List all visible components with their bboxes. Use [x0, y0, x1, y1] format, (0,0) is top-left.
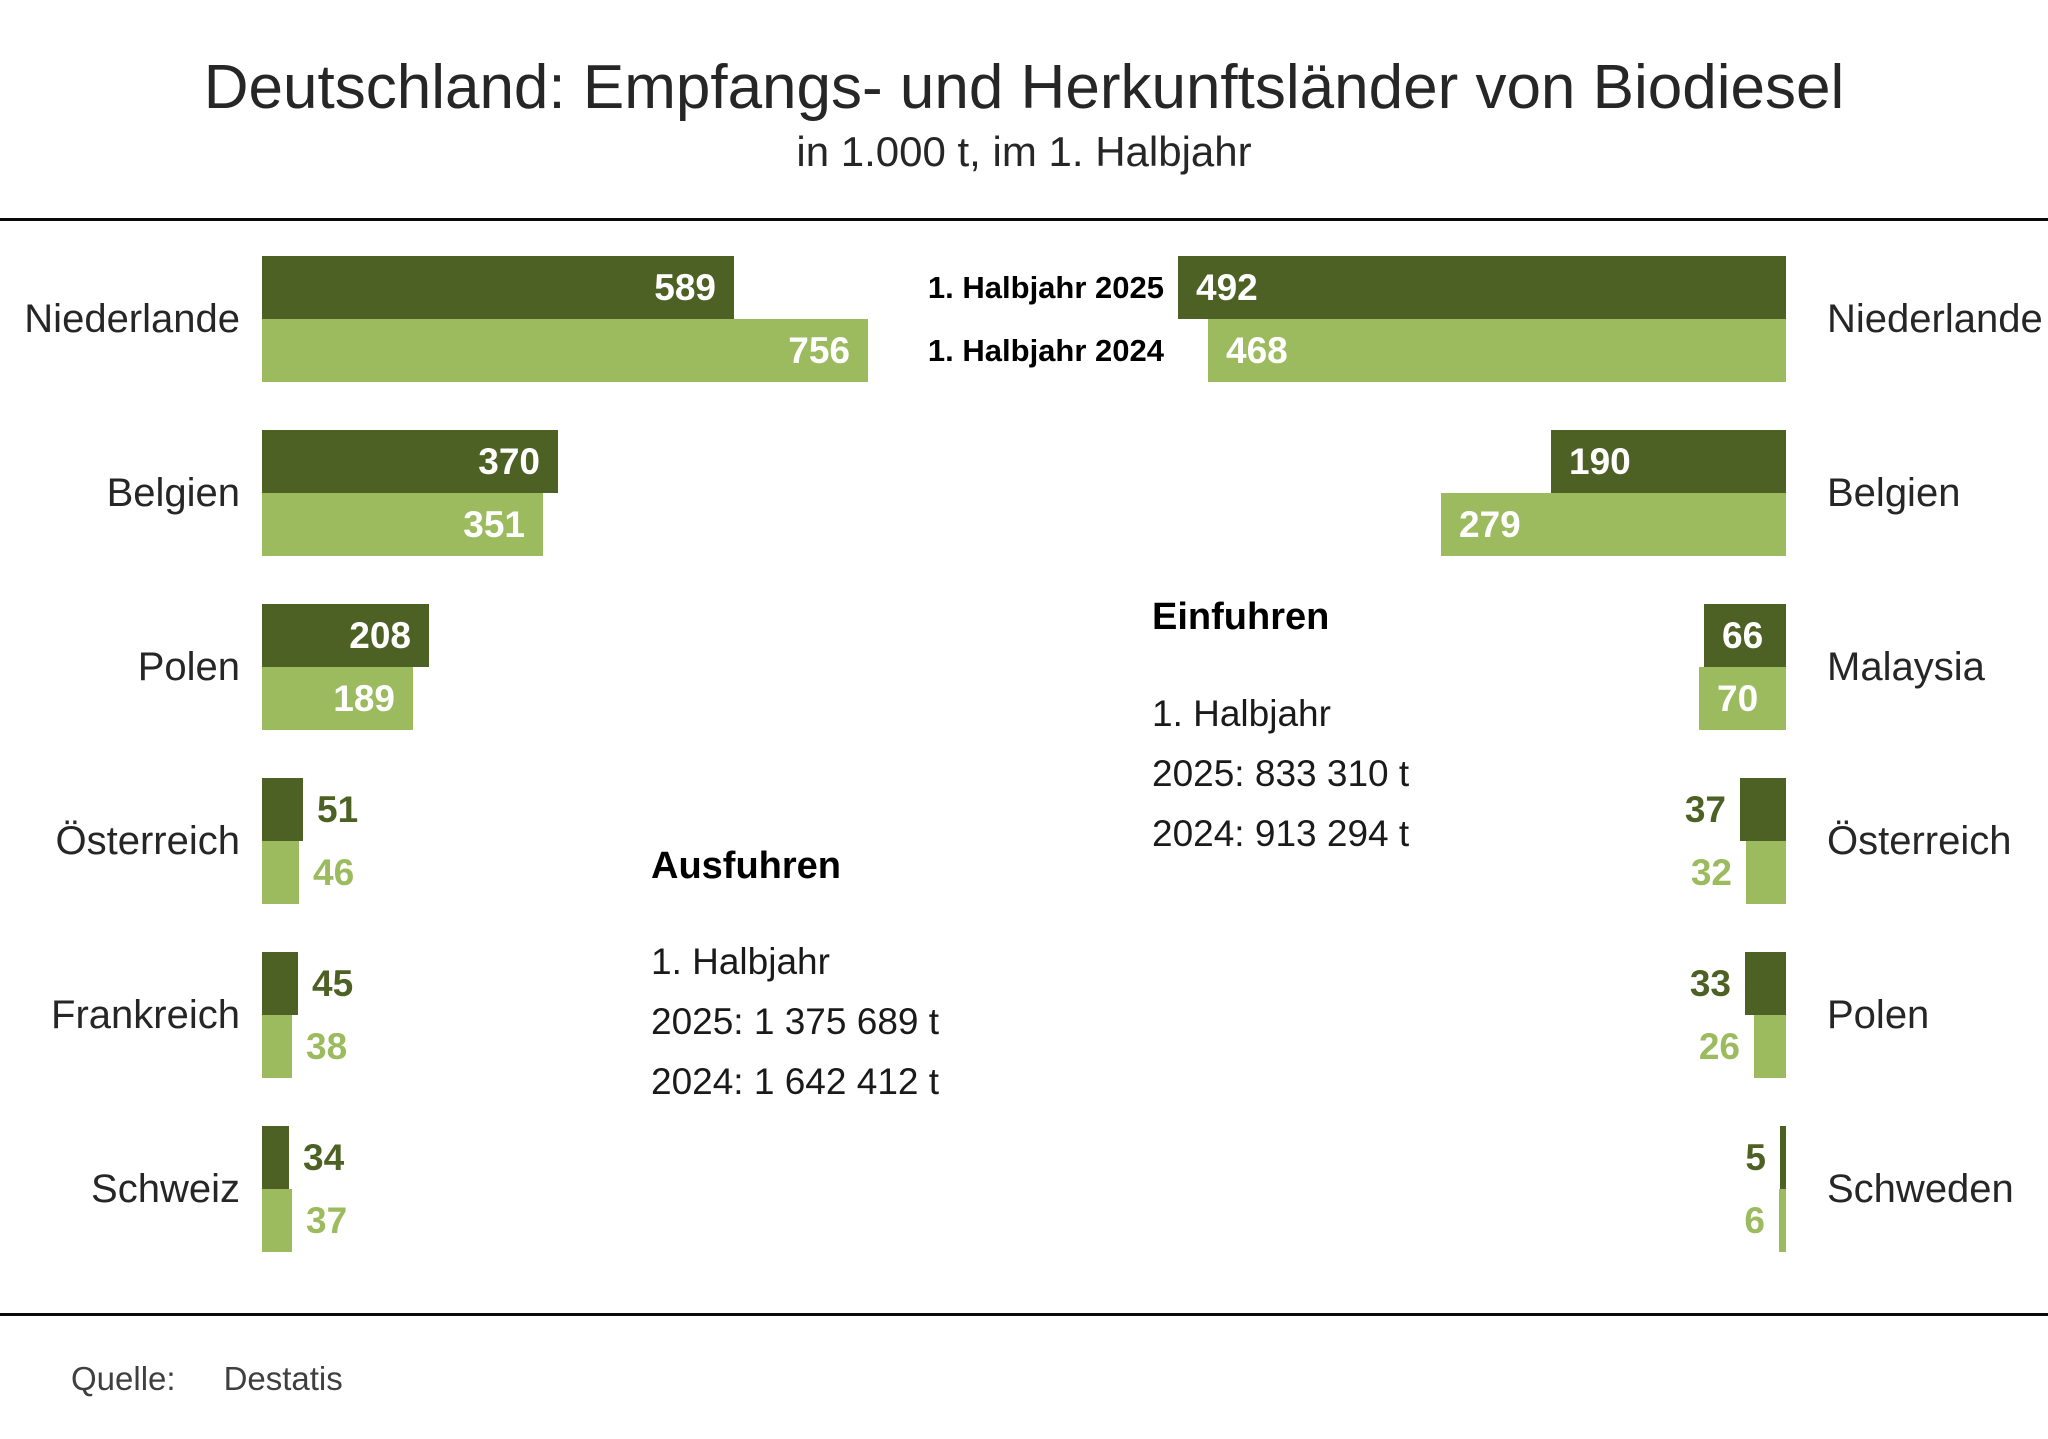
- bar-2025-malaysia: [1704, 604, 1786, 667]
- source-label: Quelle:: [71, 1360, 176, 1397]
- einfuhren-totals: 1. Halbjahr 2025: 833 310 t 2024: 913 29…: [1152, 684, 1409, 864]
- country-label-österreich: Österreich: [1827, 819, 2012, 863]
- einfuhren-note-line: 1. Halbjahr: [1152, 693, 1331, 734]
- value-label: 6: [1744, 1200, 1765, 1241]
- legend-halbjahr-2025: 1. Halbjahr 2025: [927, 270, 1164, 305]
- country-label-belgien: Belgien: [1827, 471, 1961, 515]
- value-label: 38: [306, 1026, 348, 1067]
- ausfuhren-totals: 1. Halbjahr 2025: 1 375 689 t 2024: 1 64…: [651, 932, 939, 1112]
- einfuhren-heading: Einfuhren: [1152, 596, 1330, 638]
- bar-2024-niederlande: [262, 319, 868, 382]
- bar-2024-polen: [1754, 1015, 1786, 1078]
- country-label-niederlande: Niederlande: [24, 297, 240, 341]
- value-label: 33: [1689, 963, 1731, 1004]
- bar-2025-schweiz: [262, 1126, 289, 1189]
- value-label: 468: [1226, 330, 1288, 371]
- source-note: Quelle: Destatis: [71, 1360, 343, 1398]
- value-label: 26: [1698, 1026, 1740, 1067]
- bar-2025-niederlande: [262, 256, 734, 319]
- value-label: 37: [1684, 789, 1726, 830]
- bar-2024-belgien: [262, 493, 543, 556]
- value-label: 51: [317, 789, 359, 830]
- bar-2024-belgien: [1441, 493, 1786, 556]
- ausfuhren-note-line: 2025: 1 375 689 t: [651, 1001, 940, 1042]
- bar-2024-schweiz: [262, 1189, 292, 1252]
- value-label: 756: [788, 330, 850, 371]
- bar-2024-malaysia: [1699, 667, 1786, 730]
- value-label: 589: [654, 267, 716, 308]
- ausfuhren-note-line: 2024: 1 642 412 t: [651, 1061, 940, 1102]
- top-divider: [0, 218, 2048, 221]
- country-label-niederlande: Niederlande: [1827, 297, 2043, 341]
- einfuhren-note-line: 2025: 833 310 t: [1152, 753, 1410, 794]
- country-label-polen: Polen: [137, 645, 240, 689]
- value-label: 208: [349, 615, 411, 656]
- value-label: 70: [1717, 678, 1759, 719]
- value-label: 5: [1745, 1137, 1766, 1178]
- bar-2024-österreich: [262, 841, 299, 904]
- ausfuhren-note-line: 1. Halbjahr: [651, 941, 830, 982]
- country-label-polen: Polen: [1827, 993, 1930, 1037]
- value-label: 370: [478, 441, 540, 482]
- page-title: Deutschland: Empfangs- und Herkunftsländ…: [203, 53, 1845, 122]
- bar-2024-frankreich: [262, 1015, 292, 1078]
- bar-2025-polen: [262, 604, 429, 667]
- bar-2025-belgien: [262, 430, 558, 493]
- bar-2024-polen: [262, 667, 413, 730]
- bar-2025-niederlande: [1178, 256, 1786, 319]
- einfuhren-note-line: 2024: 913 294 t: [1152, 813, 1410, 854]
- page-subtitle: in 1.000 t, im 1. Halbjahr: [796, 128, 1252, 175]
- value-label: 189: [333, 678, 395, 719]
- country-label-frankreich: Frankreich: [51, 993, 240, 1037]
- value-label: 351: [463, 504, 525, 545]
- value-label: 492: [1196, 267, 1258, 308]
- bar-2024-österreich: [1746, 841, 1786, 904]
- value-label: 66: [1722, 615, 1764, 656]
- ausfuhren-heading: Ausfuhren: [651, 845, 841, 887]
- bar-2025-polen: [1745, 952, 1786, 1015]
- country-label-schweden: Schweden: [1827, 1167, 2014, 1211]
- value-label: 190: [1569, 441, 1631, 482]
- value-label: 37: [306, 1200, 348, 1241]
- value-label: 34: [303, 1137, 345, 1178]
- bar-2025-österreich: [262, 778, 303, 841]
- country-label-schweiz: Schweiz: [91, 1167, 240, 1211]
- value-label: 46: [313, 852, 355, 893]
- country-label-belgien: Belgien: [106, 471, 240, 515]
- bar-2024-schweden: [1779, 1189, 1786, 1252]
- bar-2025-schweden: [1780, 1126, 1786, 1189]
- source-value: Destatis: [223, 1360, 343, 1397]
- bar-2025-österreich: [1740, 778, 1786, 841]
- bar-2024-niederlande: [1208, 319, 1786, 382]
- value-label: 279: [1459, 504, 1521, 545]
- bottom-divider: [0, 1313, 2048, 1316]
- legend-halbjahr-2024: 1. Halbjahr 2024: [927, 333, 1164, 368]
- bar-2025-belgien: [1551, 430, 1786, 493]
- value-label: 45: [312, 963, 354, 1004]
- value-label: 32: [1690, 852, 1732, 893]
- bar-2025-frankreich: [262, 952, 298, 1015]
- country-label-österreich: Österreich: [55, 819, 241, 863]
- country-label-malaysia: Malaysia: [1827, 645, 1985, 689]
